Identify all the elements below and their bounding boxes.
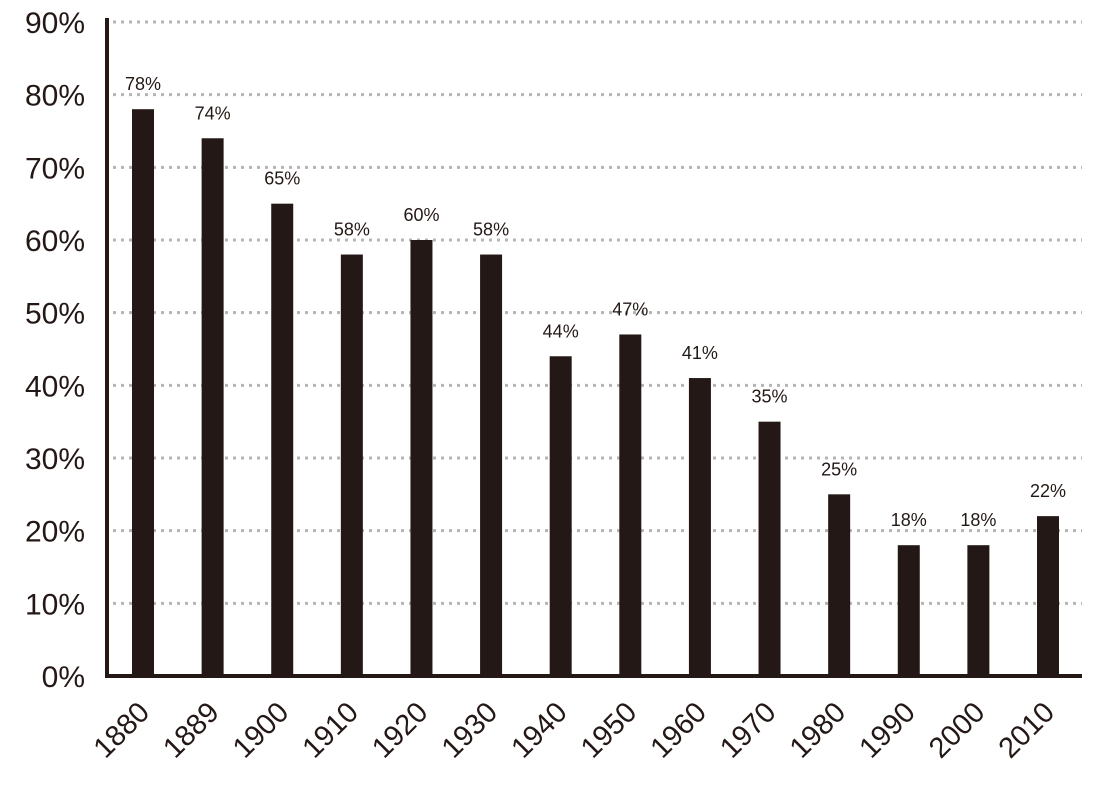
bar-1940: [549, 356, 572, 676]
bar-1950: [619, 334, 642, 676]
data-label-1930: 58%: [473, 220, 509, 240]
data-label-1980: 25%: [821, 459, 857, 479]
data-label-1889: 74%: [195, 103, 231, 123]
bar-1930: [480, 254, 503, 677]
y-tick-label: 80%: [25, 80, 85, 113]
y-tick-label: 0%: [42, 661, 85, 694]
data-label-1940: 44%: [543, 321, 579, 341]
data-label-1950: 47%: [612, 299, 648, 319]
x-tick-label-2010: 2010: [993, 696, 1061, 764]
x-tick-label-1900: 1900: [227, 696, 295, 764]
data-label-2010: 22%: [1030, 481, 1066, 501]
y-tick-label: 40%: [25, 370, 85, 403]
x-tick-label-1990: 1990: [853, 696, 921, 764]
data-label-1970: 35%: [752, 387, 788, 407]
y-tick-label: 20%: [25, 516, 85, 549]
x-tick-label-1940: 1940: [505, 696, 573, 764]
data-label-1990: 18%: [891, 510, 927, 530]
x-tick-label-1980: 1980: [784, 696, 852, 764]
bar-1980: [828, 494, 851, 676]
bar-1970: [758, 421, 781, 676]
bar-1880: [132, 109, 154, 676]
x-tick-label-1880: 1880: [88, 696, 156, 764]
data-label-1880: 78%: [125, 74, 161, 94]
y-tick-label: 30%: [25, 443, 85, 476]
x-tick-label-2000: 2000: [923, 696, 991, 764]
x-tick-label-1950: 1950: [575, 696, 643, 764]
y-tick-label: 70%: [25, 152, 85, 185]
x-tick-label-1889: 1889: [157, 696, 225, 764]
data-label-1900: 65%: [264, 169, 300, 189]
x-tick-label-1920: 1920: [366, 696, 434, 764]
data-label-1910: 58%: [334, 220, 370, 240]
bar-1889: [201, 138, 224, 676]
data-label-1920: 60%: [403, 205, 439, 225]
x-tick-label-1910: 1910: [297, 696, 365, 764]
x-tick-label-1960: 1960: [645, 696, 713, 764]
bar-1910: [340, 254, 363, 677]
data-label-1960: 41%: [682, 343, 718, 363]
x-tick-label-1970: 1970: [714, 696, 782, 764]
axes: [105, 18, 1082, 678]
bar-2010: [1037, 516, 1059, 676]
x-tick-label-1930: 1930: [436, 696, 504, 764]
bar-2000: [967, 545, 990, 676]
bar-1900: [271, 203, 294, 676]
y-tick-label: 10%: [25, 588, 85, 621]
bar-1960: [688, 378, 711, 676]
bar-1920: [410, 240, 433, 676]
y-tick-label: 60%: [25, 225, 85, 258]
bar-1990: [897, 545, 920, 676]
bars: [132, 109, 1059, 677]
data-label-2000: 18%: [960, 510, 996, 530]
y-tick-label: 50%: [25, 298, 85, 331]
y-tick-label: 90%: [25, 7, 85, 40]
gridlines: [113, 20, 1082, 605]
